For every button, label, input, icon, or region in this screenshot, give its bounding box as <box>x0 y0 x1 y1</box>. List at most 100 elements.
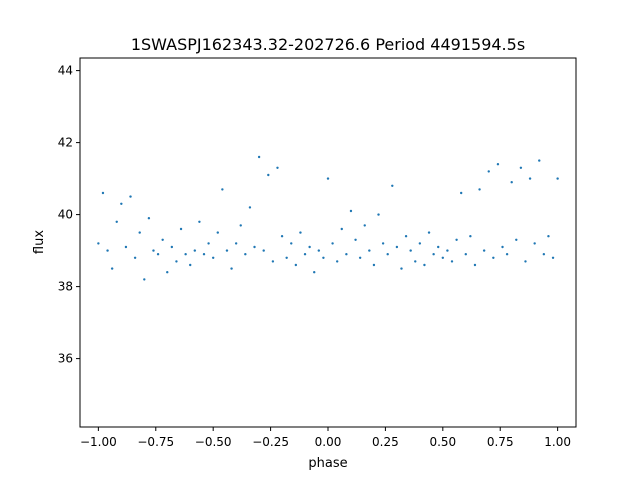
y-axis-label: flux <box>32 230 47 254</box>
data-point <box>492 256 495 259</box>
data-point <box>538 159 541 162</box>
data-point <box>381 242 385 245</box>
data-point <box>432 253 435 256</box>
data-point <box>377 213 380 216</box>
x-tick-label: 0.00 <box>315 435 342 449</box>
data-point <box>280 235 284 238</box>
data-point <box>156 253 160 256</box>
y-tick-label: 42 <box>58 136 73 150</box>
data-point <box>225 249 229 252</box>
data-point <box>515 238 518 241</box>
data-point <box>551 256 555 259</box>
data-point <box>349 209 353 213</box>
data-point <box>354 238 357 241</box>
data-point <box>556 177 559 180</box>
data-point <box>524 260 527 263</box>
data-point <box>170 245 174 249</box>
data-point <box>450 260 454 263</box>
data-point <box>193 249 197 252</box>
data-point <box>423 263 426 267</box>
data-point <box>501 245 504 249</box>
data-point <box>253 245 256 249</box>
data-point <box>519 166 523 169</box>
data-point <box>395 245 399 249</box>
data-point <box>418 242 422 245</box>
data-point <box>115 220 118 223</box>
data-point <box>505 253 509 256</box>
data-point <box>239 224 242 227</box>
data-point <box>386 253 389 256</box>
data-point <box>211 256 215 259</box>
data-point <box>331 242 334 245</box>
data-point <box>391 184 394 187</box>
y-tick-label: 40 <box>58 208 73 222</box>
data-point <box>106 249 109 252</box>
data-point <box>496 163 500 166</box>
data-point <box>120 202 123 205</box>
data-point <box>161 238 164 241</box>
data-point <box>335 260 339 263</box>
data-point <box>303 253 307 256</box>
y-axis-ticks: 36 38 40 42 44 <box>58 64 80 366</box>
data-point <box>202 253 206 256</box>
data-point <box>248 206 252 209</box>
data-point <box>400 267 403 270</box>
y-tick-label: 38 <box>58 280 73 294</box>
x-tick-label: 0.25 <box>372 435 399 449</box>
data-point <box>221 188 224 191</box>
data-point <box>198 220 201 223</box>
data-point <box>326 177 330 180</box>
y-tick-label: 44 <box>58 64 73 78</box>
data-point <box>101 191 105 195</box>
data-point <box>482 249 486 252</box>
data-point <box>427 231 431 234</box>
data-point <box>294 263 298 267</box>
x-tick-label: −0.50 <box>195 435 232 449</box>
data-point <box>267 173 270 177</box>
data-point <box>230 267 233 270</box>
data-point <box>234 242 238 245</box>
data-point <box>469 235 472 238</box>
data-point <box>257 155 261 159</box>
data-point <box>322 256 325 259</box>
y-tick-label: 36 <box>58 352 73 366</box>
data-point <box>510 181 513 184</box>
data-point <box>363 224 366 227</box>
data-point <box>152 249 155 252</box>
data-point <box>276 166 279 169</box>
x-tick-label: 0.50 <box>429 435 456 449</box>
x-tick-label: −0.25 <box>252 435 289 449</box>
data-point <box>437 245 440 249</box>
data-point <box>455 238 458 241</box>
data-point <box>175 260 178 263</box>
scatter-points <box>97 155 559 281</box>
data-point <box>409 249 412 252</box>
data-point <box>138 231 141 234</box>
data-point <box>110 267 114 270</box>
data-point <box>358 256 362 259</box>
data-point <box>129 195 132 198</box>
x-tick-label: 1.00 <box>544 435 571 449</box>
x-tick-label: −1.00 <box>80 435 117 449</box>
data-point <box>404 235 408 238</box>
data-point <box>459 191 463 195</box>
data-point <box>285 256 288 259</box>
data-point <box>184 253 187 256</box>
data-point <box>368 249 371 252</box>
x-axis-ticks: −1.00 −0.75 −0.50 −0.25 0.00 0.25 0.50 0.75 1.00 <box>80 427 571 449</box>
data-point <box>441 256 445 259</box>
data-point <box>97 242 100 245</box>
data-point <box>189 263 192 267</box>
data-point <box>414 260 417 263</box>
data-point <box>216 231 219 234</box>
data-point <box>271 260 275 263</box>
data-point <box>473 263 477 267</box>
data-point <box>340 227 343 231</box>
x-tick-label: 0.75 <box>487 435 514 449</box>
data-point <box>207 242 210 245</box>
data-point <box>166 271 169 274</box>
data-point <box>179 227 183 231</box>
data-point <box>124 245 128 249</box>
